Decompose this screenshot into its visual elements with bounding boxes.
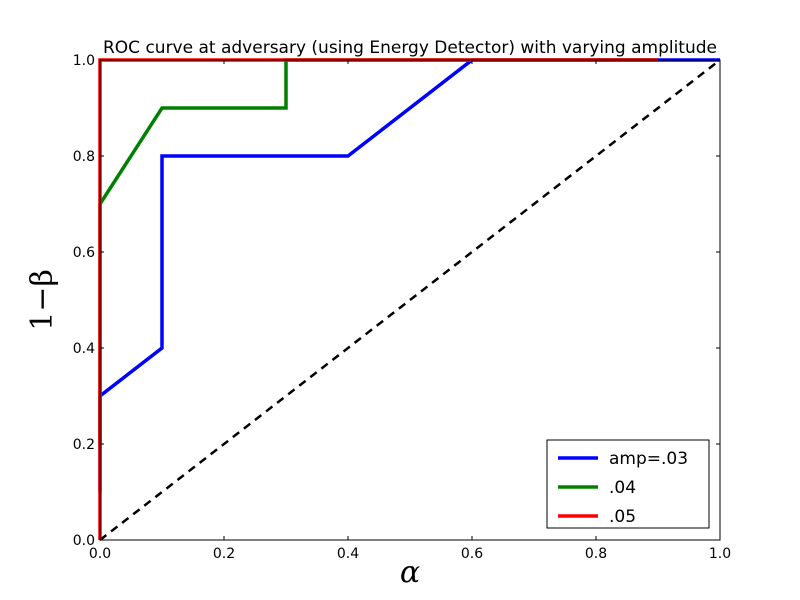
x-axis-label: α — [400, 555, 420, 590]
plot-frame — [99, 59, 721, 541]
y-axis-label: 1−β — [25, 269, 60, 331]
series-line-1 — [98, 58, 658, 444]
legend-label-2: .05 — [609, 507, 636, 527]
y-tick-label: 0.6 — [73, 245, 95, 261]
y-tick-label: 0.2 — [73, 437, 95, 453]
x-tick-label: 0.4 — [337, 546, 359, 562]
axis-ticks: 0.0 0.2 0.4 0.6 0.8 1.0 0.0 0.2 0.4 0.6 0.8 1.0 — [73, 53, 731, 562]
y-tick-label: 0.4 — [73, 341, 95, 357]
legend-box — [546, 439, 710, 529]
chart-title: ROC curve at adversary (using Energy Det… — [103, 38, 717, 58]
x-tick-label: 0.8 — [585, 546, 607, 562]
legend-label-0: amp=.03 — [609, 449, 688, 469]
y-tick-label: 0.8 — [73, 149, 95, 165]
legend: amp=.03 .04 .05 — [546, 439, 710, 529]
y-tick-label: 0.0 — [73, 533, 95, 549]
series-line-0 — [98, 58, 720, 492]
y-tick-label: 1.0 — [73, 53, 95, 69]
x-tick-label: 0.6 — [461, 546, 483, 562]
x-tick-label: 1.0 — [709, 546, 731, 562]
legend-label-1: .04 — [609, 478, 636, 498]
reference-diagonal-line — [99, 59, 721, 541]
x-tick-label: 0.2 — [213, 546, 235, 562]
x-tick-label: 0.0 — [89, 546, 111, 562]
